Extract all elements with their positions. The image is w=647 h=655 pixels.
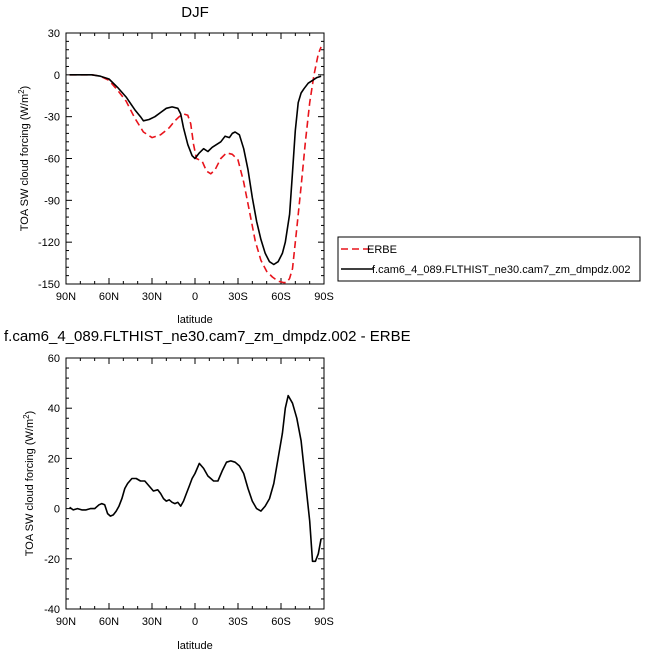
y-tick-label: 20 (48, 453, 60, 465)
bottom-panel: f.cam6_4_089.FLTHIST_ne30.cam7_zm_dmpdz.… (4, 328, 411, 652)
y-tick-label: 0 (54, 70, 60, 82)
legend: ERBE f.cam6_4_089.FLTHIST_ne30.cam7_zm_d… (337, 236, 641, 282)
x-tick-label: 90S (314, 616, 334, 628)
series-line-0 (69, 46, 322, 284)
x-tick-label: 60N (99, 291, 119, 303)
y-tick-label: -60 (44, 154, 60, 166)
top-panel: DJF 90N 60N 30N 0 30S 60S 90S 30 0 -30 -60 -90 -120 -… (17, 4, 334, 326)
x-tick-label: 90S (314, 291, 334, 303)
series-line-1 (69, 74, 322, 266)
bottom-series-group (69, 394, 322, 563)
y-tick-label: -40 (44, 604, 60, 616)
top-y-axis-label: TOA SW cloud forcing (W/m2) (17, 86, 31, 231)
bottom-plot-frame (65, 357, 325, 610)
x-tick-label: 30S (228, 616, 248, 628)
top-x-axis-label: latitude (177, 314, 212, 326)
top-series-group (69, 46, 322, 284)
y-tick-label: -90 (44, 195, 60, 207)
top-chart-title: DJF (181, 4, 209, 21)
x-tick-label: 0 (192, 616, 198, 628)
y-tick-label: 30 (48, 28, 60, 40)
y-tick-label: -150 (38, 279, 60, 291)
x-tick-label: 60S (271, 616, 291, 628)
x-tick-label: 60S (271, 291, 291, 303)
x-tick-label: 60N (99, 616, 119, 628)
legend-entry-erbe: ERBE (367, 244, 397, 256)
x-tick-label: 90N (56, 616, 76, 628)
y-tick-label: 0 (54, 504, 60, 516)
legend-box (337, 236, 641, 282)
y-tick-label: -20 (44, 554, 60, 566)
x-tick-label: 90N (56, 291, 76, 303)
bottom-y-axis-label: TOA SW cloud forcing (W/m2) (22, 411, 36, 556)
x-tick-label: 30N (142, 291, 162, 303)
legend-entry-model: f.cam6_4_089.FLTHIST_ne30.cam7_zm_dmpdz.… (372, 264, 630, 276)
y-tick-label: -30 (44, 112, 60, 124)
y-tick-label: -120 (38, 237, 60, 249)
series-line-0 (69, 394, 322, 563)
x-tick-label: 30N (142, 616, 162, 628)
top-axis-ticks: 90N 60N 30N 0 30S 60S 90S 30 0 -30 -60 -90 -120 -150 (38, 28, 334, 303)
y-tick-label: 60 (48, 353, 60, 365)
x-tick-label: 0 (192, 291, 198, 303)
bottom-x-axis-label: latitude (177, 640, 212, 652)
x-tick-label: 30S (228, 291, 248, 303)
y-tick-label: 40 (48, 403, 60, 415)
bottom-chart-title: f.cam6_4_089.FLTHIST_ne30.cam7_zm_dmpdz.… (4, 328, 411, 345)
bottom-axis-ticks: 90N 60N 30N 0 30S 60S 90S 60 40 20 0 -20 -40 (44, 353, 334, 628)
